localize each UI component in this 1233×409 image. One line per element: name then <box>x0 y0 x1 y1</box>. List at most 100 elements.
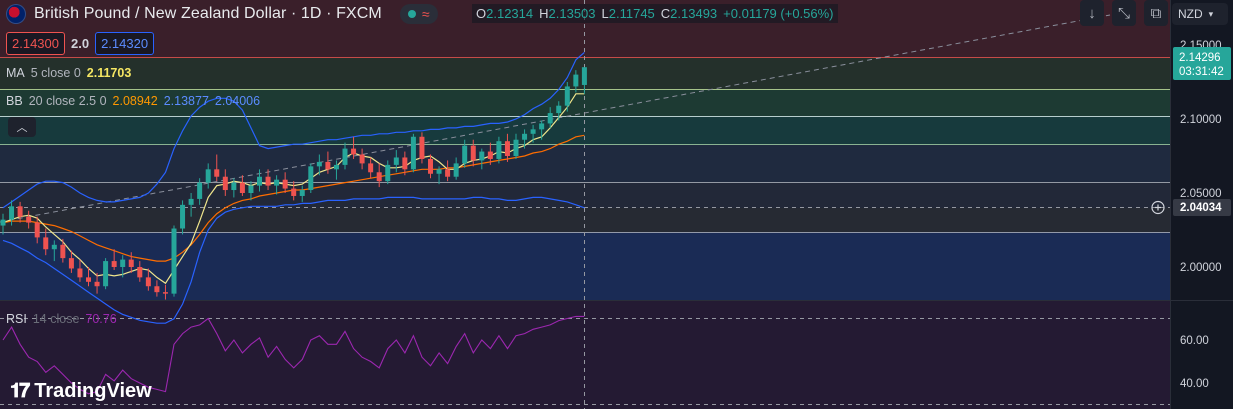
candle-body <box>479 151 485 161</box>
bb-upper-line <box>2 51 585 209</box>
candle-body <box>342 148 348 165</box>
candle-body <box>325 161 331 170</box>
tradingview-logo-text: TradingView <box>34 380 152 402</box>
candle-body <box>368 163 374 173</box>
screenshot-icon[interactable]: ⧉ <box>1144 0 1168 26</box>
high-label: H <box>539 6 549 21</box>
candle-body <box>9 206 15 220</box>
close-value: 2.13493 <box>670 6 718 21</box>
tradingview-logo-icon: 𝟏𝟕 <box>10 380 30 402</box>
candle-body <box>564 86 570 106</box>
candle-body <box>282 179 288 189</box>
sell-button[interactable]: 2.14300 <box>6 32 65 55</box>
trend-line <box>0 14 1111 223</box>
candle-body <box>299 190 305 196</box>
candle-body <box>291 188 297 196</box>
countdown-label: 03:31:42 <box>1179 66 1224 78</box>
candle-body <box>214 169 220 177</box>
candle-body <box>410 136 416 170</box>
candle-body <box>385 164 391 182</box>
candle-body <box>26 216 32 223</box>
candle-body <box>0 219 6 226</box>
rsi-legend[interactable]: RSI 14 close 70.76 <box>6 312 117 326</box>
candle-body <box>573 74 579 87</box>
candle-body <box>86 277 91 282</box>
candle-body <box>496 141 502 159</box>
candle-body <box>445 169 451 177</box>
trade-row: 2.14300 2.0 2.14320 <box>6 32 155 55</box>
open-value: 2.12314 <box>486 6 534 21</box>
candle-body <box>34 222 40 238</box>
candle-body <box>351 148 357 155</box>
candle-body <box>428 158 433 174</box>
open-label: O <box>476 6 487 21</box>
ohlc-readout: O2.12314 H2.13503 L2.11745 C2.13493 +0.0… <box>472 4 838 23</box>
price-tick-label: 2.05000 <box>1180 188 1222 200</box>
close-label: C <box>660 6 671 21</box>
price-tick-label: 2.00000 <box>1180 262 1222 274</box>
candle-body <box>402 157 408 170</box>
candle-body <box>17 206 23 217</box>
market-status-pill[interactable]: ≈ <box>399 4 438 24</box>
crosshair-price-label: 2.04034 <box>1180 202 1222 214</box>
candle-body <box>470 145 476 161</box>
candle-body <box>111 261 117 267</box>
candle-body <box>145 277 151 287</box>
ma-name: MA <box>6 66 25 80</box>
current-price-label: 2.14296 <box>1179 52 1221 64</box>
tradingview-logo[interactable]: 𝟏𝟕 TradingView <box>10 380 152 403</box>
change-value: +0.01179 (+0.56%) <box>723 6 834 21</box>
bb-legend[interactable]: BB 20 close 2.5 0 2.08942 2.13877 2.0400… <box>6 94 260 108</box>
ma-value: 2.11703 <box>86 66 132 80</box>
low-label: L <box>601 6 609 21</box>
bb-lower-line <box>2 196 585 324</box>
currency-selector[interactable]: NZD ▾ <box>1172 3 1228 25</box>
bb-params: 20 close 2.5 0 <box>28 94 107 108</box>
candle-body <box>68 258 74 269</box>
candle-body <box>530 129 536 134</box>
rsi-name: RSI <box>6 312 27 326</box>
collapse-legend-button[interactable]: ︿ <box>8 117 36 137</box>
candle-body <box>359 154 365 164</box>
candle-body <box>103 261 109 287</box>
candle-body <box>188 198 194 205</box>
candle-body <box>265 176 271 186</box>
symbol-title[interactable]: British Pound / New Zealand Dollar · 1D … <box>34 5 382 22</box>
rsi-line <box>2 315 585 395</box>
bb-basis-value: 2.08942 <box>112 94 158 108</box>
rsi-params: 14 close <box>32 312 80 326</box>
candle-body <box>197 182 203 199</box>
candle-body <box>120 259 126 267</box>
candle-body <box>539 123 545 130</box>
market-open-dot-icon <box>407 10 416 18</box>
candle-body <box>556 105 562 114</box>
currency-label: NZD <box>1178 7 1203 21</box>
candle-body <box>419 136 425 159</box>
candle-body <box>248 185 254 193</box>
chart-toolbar: ↓ ⤡ ⧉ <box>1080 0 1168 26</box>
candle-body <box>231 182 237 191</box>
candle-body <box>333 164 339 170</box>
candle-body <box>487 151 493 159</box>
candle-body <box>522 133 528 140</box>
candle-body <box>274 179 280 186</box>
candle-body <box>239 182 245 193</box>
add-alert-icon[interactable] <box>1151 200 1165 215</box>
fullscreen-icon[interactable]: ⤡ <box>1112 0 1136 26</box>
buy-button[interactable]: 2.14320 <box>95 32 155 55</box>
high-value: 2.13503 <box>548 6 596 21</box>
candle-body <box>308 166 314 191</box>
arrow-down-icon[interactable]: ↓ <box>1080 0 1104 26</box>
candle-body <box>43 237 49 250</box>
candle-body <box>462 145 468 164</box>
wave-icon: ≈ <box>421 6 430 22</box>
candle-body <box>513 139 519 156</box>
candle-body <box>205 169 211 183</box>
candle-body <box>154 286 160 293</box>
rsi-tick-label: 40.00 <box>1180 378 1209 390</box>
ma-legend[interactable]: MA 5 close 0 2.11703 <box>6 66 131 80</box>
candle-body <box>137 267 143 278</box>
spread-value: 2.0 <box>71 36 90 51</box>
chevron-up-icon: ︿ <box>16 122 28 134</box>
